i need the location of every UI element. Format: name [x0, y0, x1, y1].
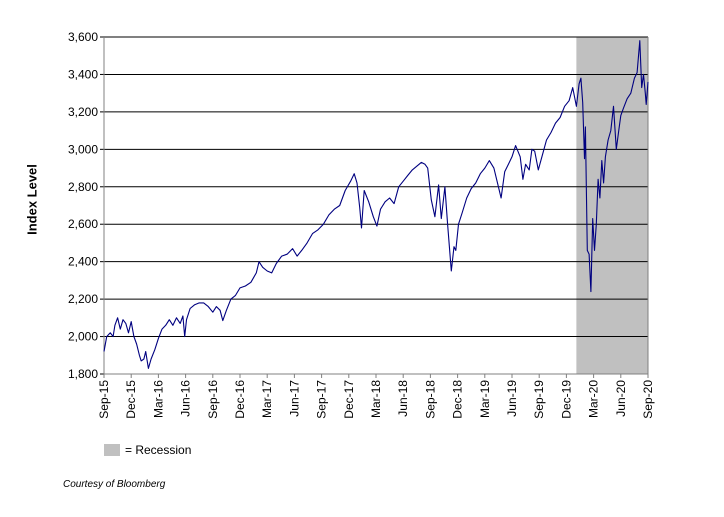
y-tick-label: 3,400: [68, 67, 98, 81]
index-level-line: [103, 40, 649, 369]
x-tick-label: Jun-19: [505, 380, 519, 417]
x-tick-label: Dec-16: [233, 380, 247, 419]
x-tick-label: Jun-16: [179, 380, 193, 417]
legend: = Recession: [104, 443, 191, 457]
x-tick-label: Mar-20: [587, 380, 601, 418]
x-tick-label: Mar-19: [478, 380, 492, 418]
x-tick-label: Dec-17: [342, 380, 356, 419]
x-tick-label: Sep-18: [423, 380, 437, 419]
x-tick-label: Jun-18: [396, 380, 410, 417]
recession-shading: [576, 37, 648, 374]
x-tick-label: Mar-16: [151, 380, 165, 418]
source-credit: Courtesy of Bloomberg: [63, 479, 166, 490]
x-tick-label: Sep-15: [97, 380, 111, 419]
x-tick-label: Sep-16: [206, 380, 220, 419]
y-tick-label: 3,200: [68, 105, 98, 119]
legend-recession-label: = Recession: [125, 443, 192, 457]
x-tick-label: Sep-20: [641, 380, 655, 419]
y-tick-label: 2,400: [68, 255, 98, 269]
y-tick-label: 2,600: [68, 217, 98, 231]
x-tick-label: Sep-17: [315, 380, 329, 419]
x-tick-label: Sep-19: [532, 380, 546, 419]
y-tick-label: 2,000: [68, 330, 98, 344]
x-tick-label: Dec-19: [559, 380, 573, 419]
y-tick-label: 3,000: [68, 142, 98, 156]
x-tick-label: Dec-18: [451, 380, 465, 419]
legend-recession-swatch: [104, 444, 120, 456]
x-tick-label: Jun-17: [287, 380, 301, 417]
y-tick-label: 3,600: [68, 30, 98, 44]
y-tick-label: 1,800: [68, 367, 98, 381]
x-tick-label: Jun-20: [614, 380, 628, 417]
y-tick-label: 2,200: [68, 292, 98, 306]
x-tick-label: Dec-15: [124, 380, 138, 419]
x-tick-label: Mar-18: [369, 380, 383, 418]
y-axis-label: Index Level: [24, 164, 40, 235]
y-tick-label: 2,800: [68, 180, 98, 194]
x-tick-label: Mar-17: [260, 380, 274, 418]
